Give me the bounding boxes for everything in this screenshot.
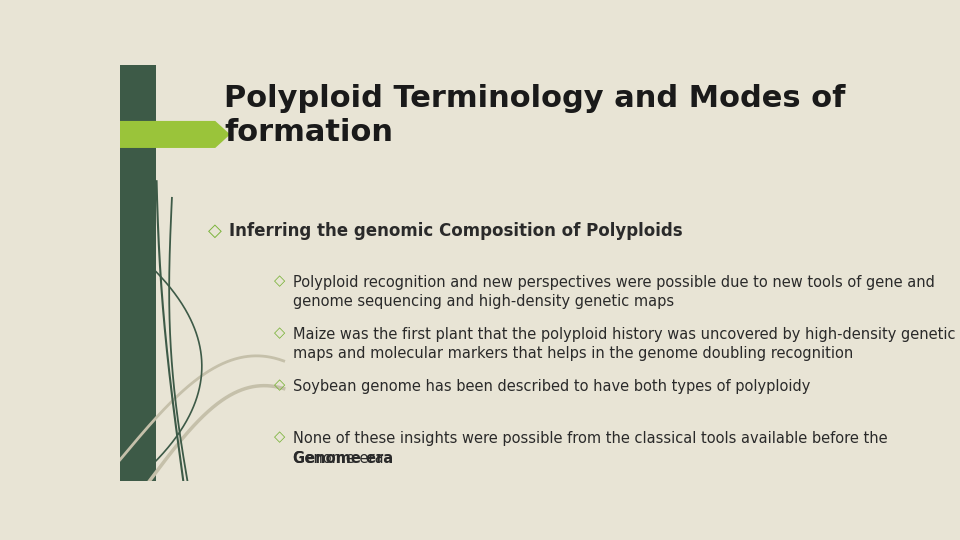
Text: ◇: ◇ (275, 326, 285, 341)
Text: ◇: ◇ (207, 222, 222, 240)
Text: Genome era: Genome era (293, 451, 383, 465)
Text: Genome era: Genome era (293, 451, 393, 465)
Text: None of these insights were possible from the classical tools available before t: None of these insights were possible fro… (293, 431, 887, 445)
Text: Soybean genome has been described to have both types of polyploidy: Soybean genome has been described to hav… (293, 379, 810, 394)
Text: Polyploid recognition and new perspectives were possible due to new tools of gen: Polyploid recognition and new perspectiv… (293, 275, 934, 309)
Text: Maize was the first plant that the polyploid history was uncovered by high-densi: Maize was the first plant that the polyp… (293, 327, 955, 361)
Text: Inferring the genomic Composition of Polyploids: Inferring the genomic Composition of Pol… (229, 222, 683, 240)
Text: ◇: ◇ (275, 274, 285, 288)
Text: ◇: ◇ (275, 377, 285, 393)
Polygon shape (120, 121, 230, 148)
Polygon shape (120, 65, 156, 481)
Text: Polyploid Terminology and Modes of
formation: Polyploid Terminology and Modes of forma… (225, 84, 846, 147)
Text: ◇: ◇ (275, 429, 285, 444)
